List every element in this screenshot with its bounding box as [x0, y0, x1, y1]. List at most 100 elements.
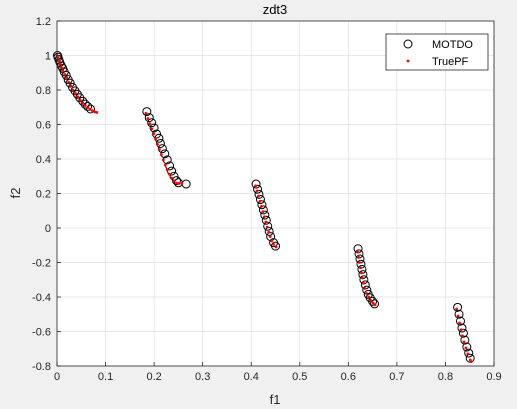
motdo-point	[142, 107, 152, 117]
truepf-point	[461, 334, 464, 338]
truepf-point	[175, 181, 178, 185]
x-tick-label: 0.6	[341, 371, 356, 383]
motdo-point	[144, 113, 154, 123]
truepf-point	[274, 245, 278, 249]
truepf-point	[88, 107, 92, 111]
truepf-point	[61, 69, 65, 73]
motdo-point	[260, 210, 270, 220]
axis-ticks: 0 0.1 0.2 0.3 0.4 0.5 0.6 0.7 0.8 0.9 -0.8 -0.6 -0.4…	[32, 16, 502, 383]
motdo-point	[261, 215, 271, 225]
motdo-point	[149, 123, 159, 133]
truepf-point	[67, 80, 71, 84]
truepf-point	[91, 109, 94, 113]
motdo-point	[61, 70, 71, 80]
motdo-point	[460, 335, 470, 345]
motdo-point	[258, 205, 268, 215]
motdo-point	[83, 101, 93, 111]
motdo-point	[253, 184, 263, 194]
y-tick-label: 0	[45, 223, 51, 235]
truepf-point	[268, 235, 272, 239]
truepf-point	[161, 158, 165, 162]
motdo-point	[255, 195, 265, 205]
y-tick-label: -0.6	[32, 327, 51, 339]
y-tick-label: 0.4	[36, 154, 51, 166]
truepf-point	[373, 303, 377, 307]
truepf-point	[156, 142, 159, 146]
truepf-point	[462, 340, 466, 344]
truepf-point	[356, 250, 359, 254]
chart-title: zdt3	[263, 2, 288, 17]
motdo-point	[167, 166, 177, 176]
truepf-point	[459, 328, 463, 332]
truepf-point	[360, 271, 363, 275]
truepf-point	[357, 255, 360, 259]
motdo-point	[86, 104, 96, 114]
truepf-point	[148, 122, 152, 126]
truepf-point	[261, 210, 265, 214]
legend-box	[385, 33, 489, 71]
truepf-point	[365, 292, 369, 295]
truepf-point	[159, 153, 163, 157]
legend: MOTDO TruePF	[385, 33, 489, 71]
x-tick-label: 0.7	[389, 371, 404, 383]
x-tick-label: 0.1	[98, 371, 113, 383]
truepf-point	[158, 148, 161, 151]
y-tick-label: 0.2	[36, 189, 51, 201]
motdo-point	[370, 299, 380, 309]
motdo-point	[254, 189, 264, 199]
motdo-point	[147, 118, 157, 128]
truepf-point	[71, 88, 75, 92]
truepf-point	[469, 360, 473, 364]
truepf-point	[258, 199, 262, 203]
truepf-point	[455, 307, 459, 311]
truepf-point	[74, 92, 77, 95]
truepf-point	[172, 179, 176, 183]
motdo-point	[271, 241, 280, 251]
motdo-point	[78, 96, 88, 106]
truepf-point	[464, 346, 468, 350]
truepf-point	[152, 132, 156, 136]
truepf-point	[363, 286, 367, 290]
motdo-point	[251, 179, 261, 189]
truepf-point	[361, 281, 365, 285]
truepf-point	[65, 76, 69, 80]
y-tick-label: 1	[45, 51, 51, 63]
truepf-point	[359, 266, 362, 270]
truepf-point	[369, 299, 373, 302]
y-tick-label: -0.2	[32, 258, 51, 270]
truepf-point	[167, 172, 171, 176]
truepf-point	[367, 295, 371, 299]
truepf-point	[267, 230, 271, 234]
truepf-point	[458, 321, 461, 325]
truepf-point	[83, 104, 87, 107]
y-tick-label: -0.4	[32, 292, 51, 304]
motdo-point	[264, 226, 274, 236]
motdo-point	[458, 328, 468, 338]
truepf-point	[255, 189, 259, 193]
truepf-point	[264, 220, 268, 224]
truepf-point	[58, 62, 62, 66]
motdo-point	[263, 221, 273, 231]
truepf-point	[265, 225, 269, 229]
grid-lines	[56, 20, 495, 367]
motdo-point	[457, 323, 467, 333]
truepf-point	[146, 117, 150, 120]
truepf-point	[272, 242, 275, 246]
truepf-point	[466, 352, 470, 356]
truepf-point	[76, 95, 80, 99]
truepf-point	[177, 182, 181, 185]
motdo-point	[462, 342, 472, 352]
truepf-point	[81, 101, 85, 105]
motdo-point	[171, 176, 181, 186]
truepf-point	[371, 301, 375, 305]
legend-marker-motdo	[403, 39, 413, 49]
truepf-point	[150, 127, 154, 131]
truepf-point	[358, 261, 361, 264]
y-tick-label: 0.6	[36, 120, 51, 132]
truepf-point	[170, 176, 173, 180]
truepf-point	[63, 73, 67, 76]
x-tick-label: 0.9	[486, 371, 501, 383]
x-tick-label: 0	[54, 371, 60, 383]
truepf-point	[154, 137, 157, 141]
truepf-point	[59, 66, 63, 69]
